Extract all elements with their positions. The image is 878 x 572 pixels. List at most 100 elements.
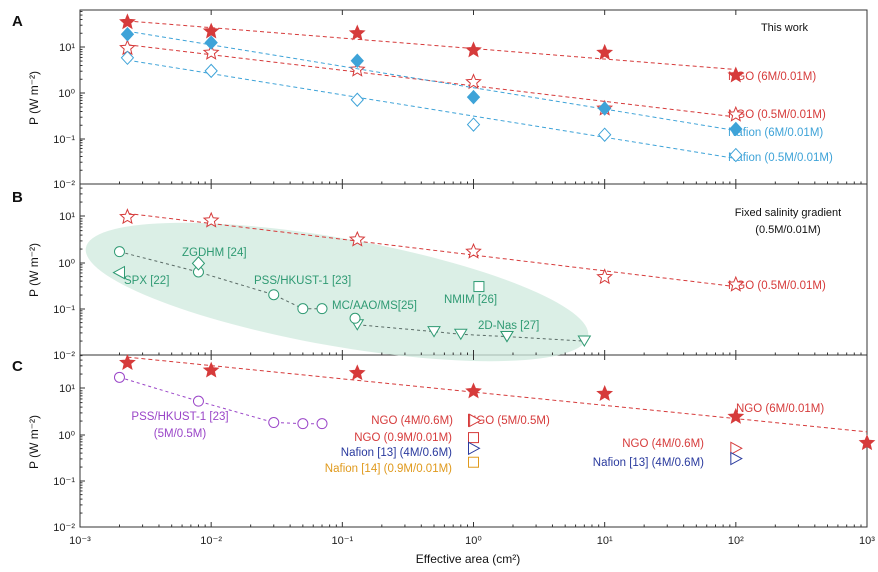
label-b-2dnas: 2D-Nas [27] (478, 320, 539, 332)
data-point-nafion-0-5m-0-01m- (120, 50, 135, 66)
data-point-ngo-6m-0-01m- (465, 41, 482, 58)
y-tick-label: 10⁻² (53, 179, 75, 191)
x-tick-label: 10⁻² (200, 535, 222, 547)
data-point-ngo-6m-0-01m- (348, 364, 366, 381)
data-point-ngo-6m-0-01m- (596, 385, 614, 401)
label-a-nafion-6m: Nafion (6M/0.01M) (728, 127, 823, 139)
y-tick-label: 10⁰ (58, 88, 75, 100)
label-a-ngo-05m: NGO (0.5M/0.01M) (728, 109, 826, 121)
data-point-pss-hkust-1-23-5m-0-5m- (297, 418, 309, 430)
panel-letter-b: B (12, 189, 23, 206)
trend-line-zgdhm-24- (119, 251, 322, 310)
data-point-zgdhm-24- (297, 303, 309, 315)
y-axis-label-c: P (W m⁻²) (27, 415, 41, 469)
label-b-zgdhm: ZGDHM [24] (182, 247, 247, 259)
data-point-zgdhm-24- (113, 246, 125, 258)
x-tick-label: 10⁰ (465, 535, 482, 547)
data-point-ngo-0-5m-0-01m- (727, 275, 745, 292)
data-point-ngo-0-5m-0-01m- (202, 43, 220, 60)
data-point-nafion-14-0-9m-0-01m- (468, 456, 479, 468)
label-c-nafion13: Nafion [13] (4M/0.6M) (341, 447, 452, 459)
label-b-spx: SPX [22] (124, 275, 169, 287)
data-point-pss-hkust-1-23-5m-0-5m- (192, 395, 204, 407)
label-c-ngo-4m06m-right: NGO (4M/0.6M) (622, 438, 704, 450)
fit-line-nafion-6m-0-01m- (127, 30, 736, 132)
note-fixed-gradient-line2: (0.5M/0.01M) (755, 224, 820, 236)
data-point-ngo-6m-0-01m- (202, 22, 220, 39)
y-tick-label: 10⁻¹ (53, 476, 75, 488)
data-point-ngo-6m-0-01m- (727, 66, 745, 83)
data-point-mc-aao-ms-25- (577, 335, 592, 348)
data-point-ngo-0-9m-0-01m- (468, 432, 479, 444)
data-point-2d-nas-27- (500, 331, 514, 343)
label-b-nmim: NMIM [26] (444, 294, 497, 306)
note-fixed-gradient-line1: Fixed salinity gradient (735, 207, 841, 219)
label-a-ngo-6m: NGO (6M/0.01M) (728, 71, 816, 83)
data-point-nafion-6m-0-01m- (466, 89, 481, 105)
data-point-nafion-6m-0-01m- (350, 53, 364, 68)
fit-line-ngo-6m-0-01m- (127, 356, 868, 433)
data-point-ngo-6m-0-01m- (858, 434, 876, 451)
y-tick-label: 10⁰ (58, 258, 75, 270)
data-point-nafion-6m-0-01m- (204, 35, 218, 50)
y-tick-label: 10¹ (59, 211, 75, 223)
label-b-pss: PSS/HKUST-1 [23] (254, 275, 351, 287)
data-point-nafion-6m-0-01m- (597, 101, 612, 116)
data-point-nafion-13-4m-0-6m- (730, 451, 743, 466)
data-point-nafion-6m-0-01m- (729, 121, 743, 137)
label-c-nafion13-right: Nafion [13] (4M/0.6M) (593, 457, 704, 469)
data-point-pss-hkust-1-23-5m-0-5m- (316, 418, 328, 430)
label-c-pss: PSS/HKUST-1 [23] (131, 411, 228, 423)
data-point-zgdhm-24- (268, 289, 280, 301)
data-point-mc-aao-ms-25- (453, 328, 468, 341)
label-c-ngo-09m: NGO (0.9M/0.01M) (354, 432, 452, 444)
y-tick-label: 10⁻² (53, 522, 75, 534)
label-b-ngo-05m: NGO (0.5M/0.01M) (728, 280, 826, 292)
x-tick-label: 10⁻³ (69, 535, 91, 547)
data-point-ngo-0-5m-0-01m- (727, 105, 745, 122)
data-point-ngo-0-5m-0-01m- (596, 268, 614, 285)
label-c-pss-conc: (5M/0.5M) (154, 428, 207, 440)
data-point-pss-hkust-1-23-5m-0-5m- (268, 417, 280, 429)
data-point-ngo-4m-0-6m- (730, 441, 743, 456)
fit-line-nafion-0-5m-0-01m- (127, 59, 736, 159)
label-c-ngo-4m06m: NGO (4M/0.6M) (371, 415, 453, 427)
label-c-ngo-5m05m: NGO (5M/0.5M) (468, 415, 550, 427)
data-point-ngo-0-5m-0-01m- (465, 242, 482, 259)
y-tick-label: 10⁻¹ (53, 304, 75, 316)
y-tick-label: 10¹ (59, 383, 75, 395)
x-axis-label: Effective area (cm²) (416, 552, 520, 566)
data-point-ngo-6m-0-01m- (596, 43, 614, 60)
data-point-ngo-6m-0-01m- (727, 407, 745, 424)
data-point-pss-hkust-1-23- (191, 256, 206, 271)
y-tick-label: 10¹ (59, 42, 75, 54)
panel-letter-c: C (12, 358, 23, 375)
y-tick-label: 10⁰ (58, 430, 75, 442)
data-point-ngo-6m-0-01m- (465, 382, 482, 399)
data-point-nafion-6m-0-01m- (120, 27, 135, 42)
label-c-ngo-6m: NGO (6M/0.01M) (736, 403, 824, 415)
trend-line-pss-hkust-1-23-5m-0-5m- (119, 376, 322, 425)
panel-letter-a: A (12, 13, 23, 30)
label-b-mc: MC/AAO/MS[25] (332, 300, 417, 312)
x-tick-label: 10⁻¹ (331, 535, 353, 547)
note-this-work: This work (761, 22, 809, 34)
data-point-pss-hkust-1-23-5m-0-5m- (113, 371, 125, 383)
x-tick-label: 10¹ (597, 535, 613, 547)
data-point-nafion-0-5m-0-01m- (466, 117, 481, 132)
data-point-ngo-6m-0-01m- (119, 13, 136, 30)
data-point-ngo-0-5m-0-01m- (465, 73, 482, 90)
data-point-nmim-26- (473, 281, 485, 293)
data-point-ngo-0-5m-0-01m- (348, 230, 366, 247)
x-tick-label: 10³ (859, 535, 875, 547)
data-point-nafion-0-5m-0-01m- (597, 127, 612, 142)
label-a-nafion-05m: Nafion (0.5M/0.01M) (728, 152, 833, 164)
label-c-nafion14: Nafion [14] (0.9M/0.01M) (325, 463, 452, 475)
data-point-nafion-0-5m-0-01m- (350, 92, 364, 107)
data-point-ngo-6m-0-01m- (119, 353, 136, 370)
data-point-nafion-13-4m-0-6m- (468, 441, 481, 456)
data-point-zgdhm-24- (316, 303, 328, 315)
data-point-ngo-6m-0-01m- (202, 361, 220, 378)
y-tick-label: 10⁻² (53, 350, 75, 362)
